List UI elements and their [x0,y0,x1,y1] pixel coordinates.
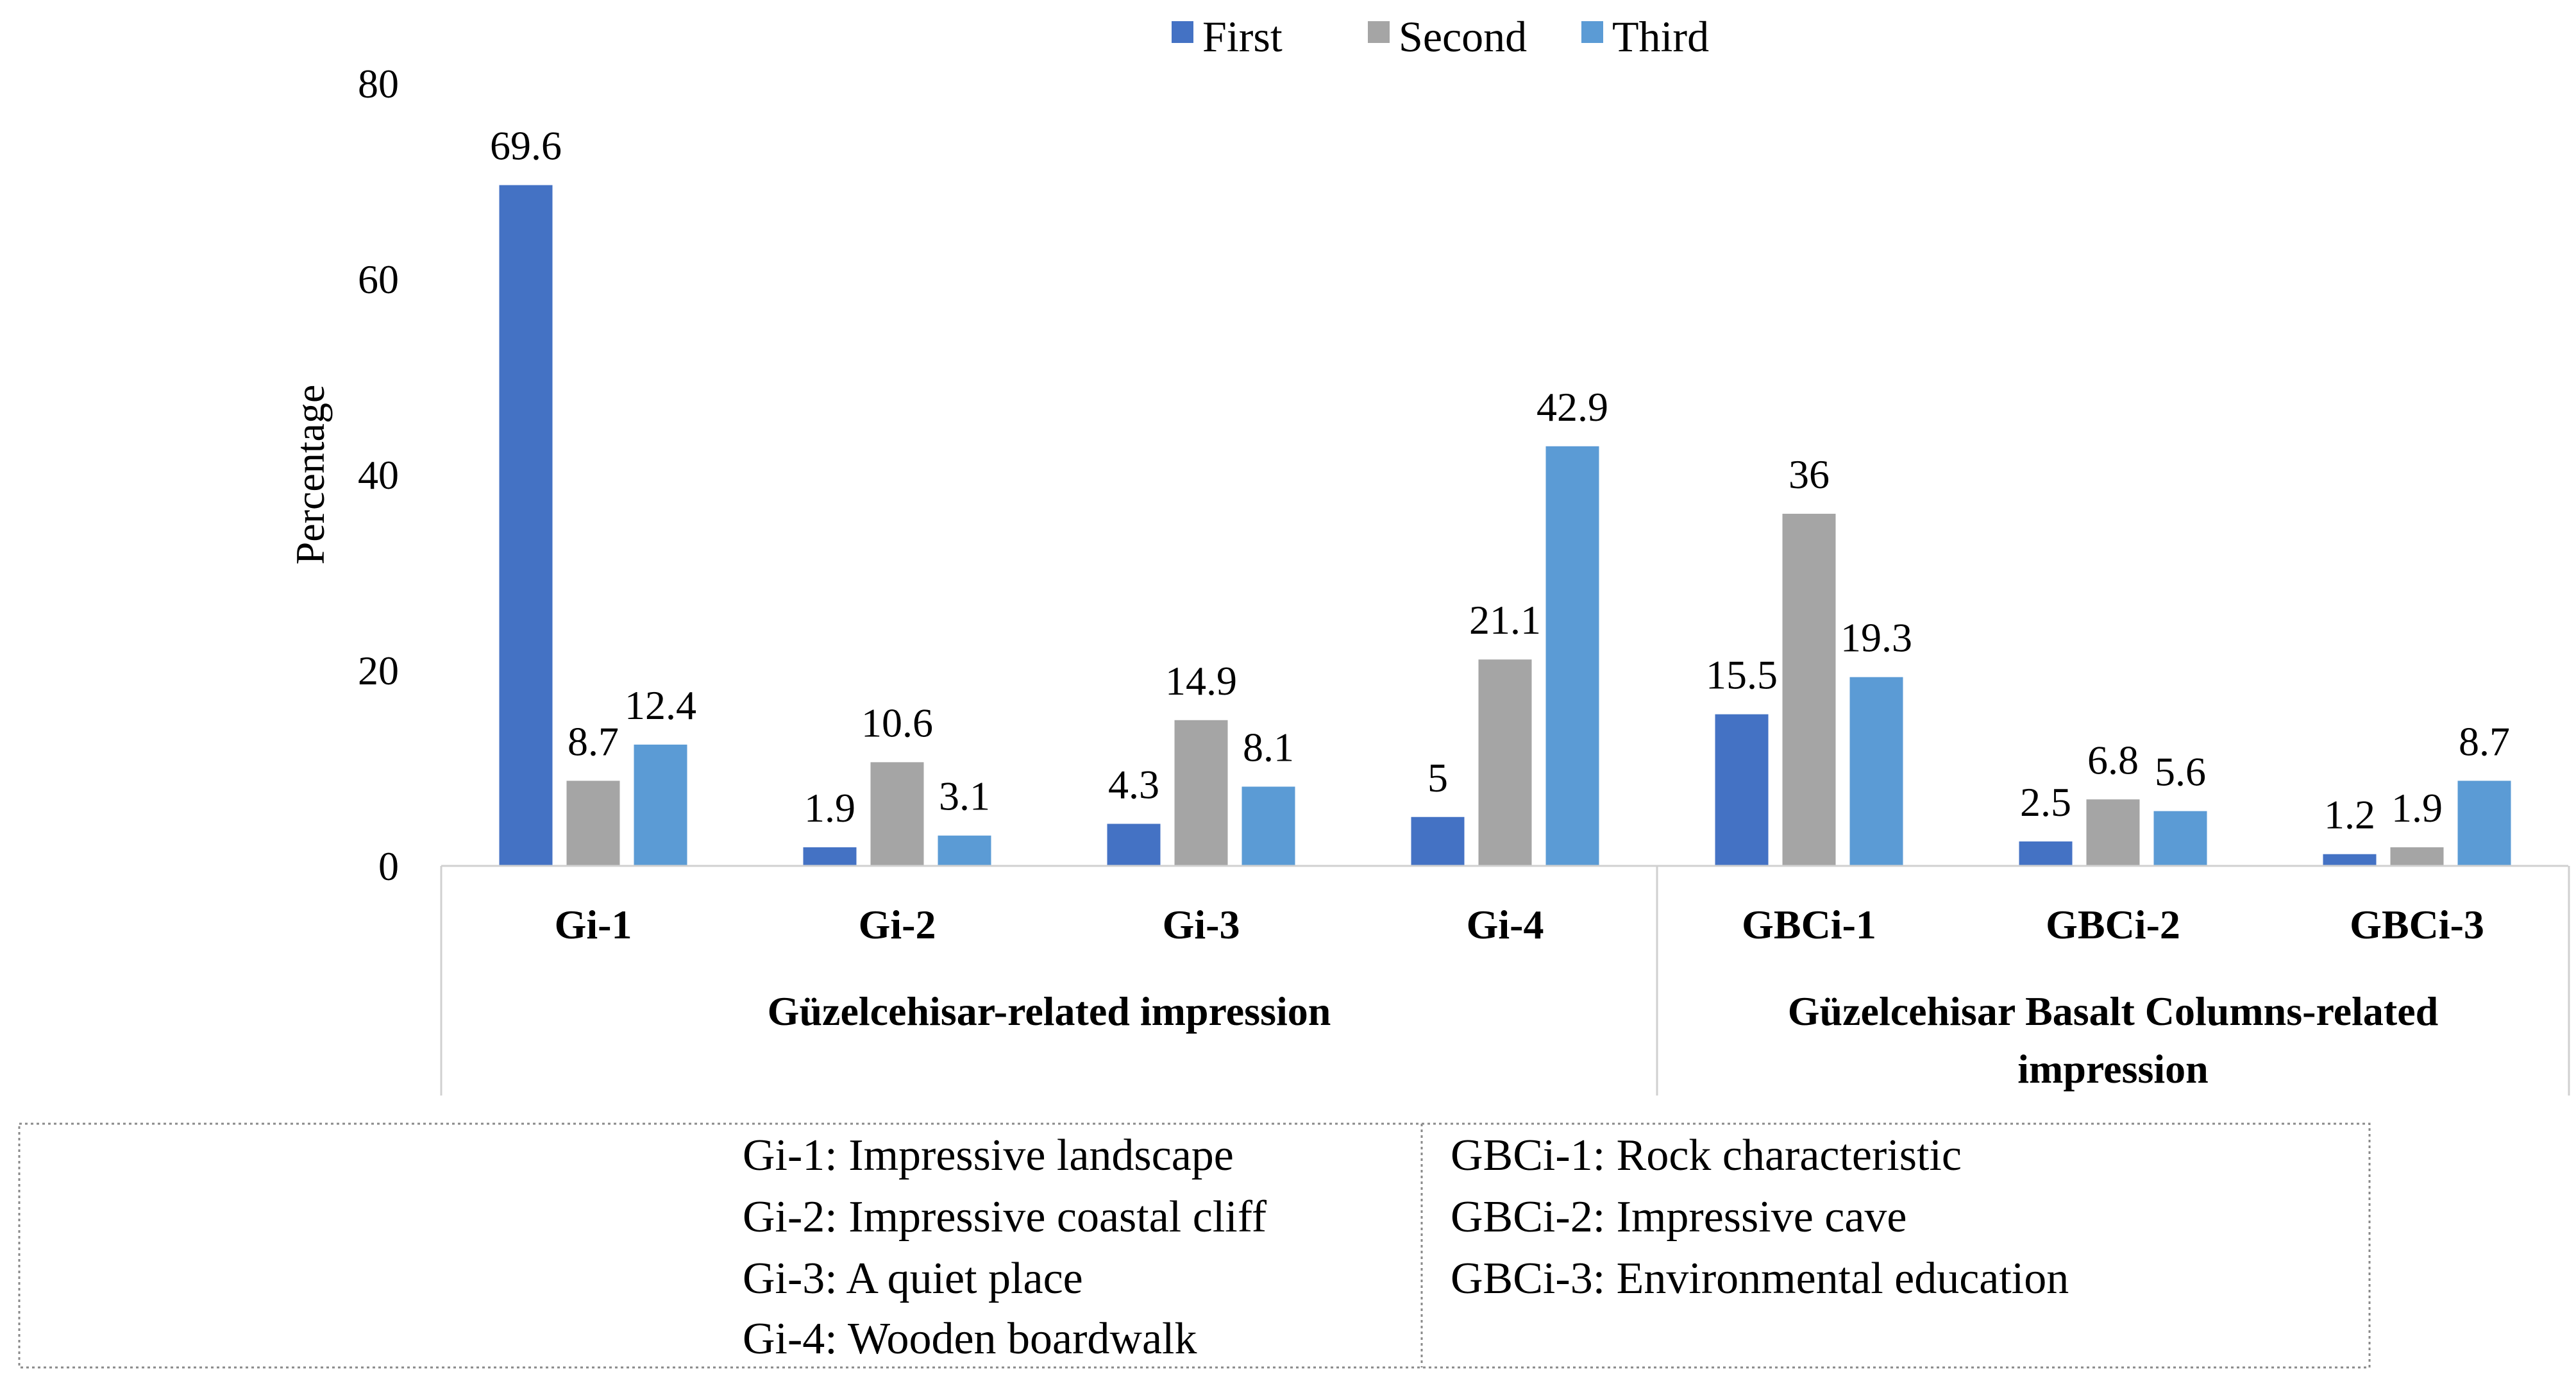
bar-gi-3-first [1107,824,1161,866]
bar-gi-2-second [870,762,924,866]
bar-gi-1-second [566,781,620,866]
legend-swatch-third [1581,21,1603,43]
data-label-gbci-2-third: 5.6 [2155,749,2206,795]
data-labels: 69.68.712.41.910.63.1 4.314.98.1521.142.9… [490,123,2510,838]
data-label-gi-1-second: 8.7 [568,718,619,764]
bar-gi-1-first [499,185,553,867]
abbreviation-right-2: GBCi-2: Impressive cave [1451,1192,1907,1242]
abbreviation-right-3: GBCi-3: Environmental education [1451,1254,2069,1303]
bar-gi-3-second [1174,720,1228,866]
data-label-gi-4-third: 42.9 [1536,384,1608,430]
abbreviation-left-1: Gi-1: Impressive landscape [743,1131,1234,1180]
legend: First Second Third [1172,12,1709,61]
abbreviation-frame [18,1122,2371,1369]
data-label-gi-1-third: 12.4 [625,682,696,728]
bar-gbci-3-second [2390,847,2444,866]
category-label-gbci-3: GBCi-3 [2350,902,2484,947]
data-label-gbci-1-second: 36 [1789,452,1830,497]
y-tick-label-60: 60 [358,257,399,302]
data-label-gi-1-first: 69.6 [490,123,562,169]
data-label-gbci-3-second: 1.9 [2391,785,2443,831]
data-label-gi-2-second: 10.6 [861,700,933,745]
group-label-0: Güzelcehisar-related impression [768,988,1331,1034]
data-label-gi-3-second: 14.9 [1165,658,1237,704]
y-tick-label-80: 80 [358,61,399,106]
abbreviation-left-3: Gi-3: A quiet place [743,1254,1083,1303]
bar-gbci-1-third [1849,677,1903,866]
data-label-gbci-3-first: 1.2 [2324,792,2375,838]
data-label-gbci-2-second: 6.8 [2087,737,2139,783]
data-label-gbci-1-first: 15.5 [1706,652,1778,698]
data-label-gbci-1-third: 19.3 [1840,615,1912,661]
bar-gi-2-first [803,847,857,866]
bar-gbci-1-first [1715,714,1769,866]
category-label-gbci-2: GBCi-2 [2046,902,2180,947]
bar-gbci-2-first [2019,841,2073,866]
data-label-gbci-3-third: 8.7 [2459,718,2510,764]
bar-gi-4-third [1545,446,1599,866]
bar-gbci-2-second [2086,799,2140,866]
category-label-gbci-1: GBCi-1 [1742,902,1876,947]
x-axis: Gi-1 Gi-2 Gi-3 Gi-4 GBCi-1 GBCi-2 GBCi-3 Güzelc… [440,865,2570,1096]
legend-swatch-second [1368,21,1390,43]
bar-gbci-3-third [2457,781,2511,866]
data-label-gi-3-first: 4.3 [1108,761,1159,807]
bar-gbci-1-second [1782,514,1836,866]
y-tick-label-40: 40 [358,452,399,498]
legend-swatch-first [1172,21,1193,43]
group-label-1: Güzelcehisar Basalt Columns-related [1788,988,2438,1034]
data-label-gi-3-third: 8.1 [1243,724,1294,770]
category-label-gi-4: Gi-4 [1467,902,1544,947]
bar-gi-3-third [1242,786,1295,866]
bar-gi-2-third [938,835,991,866]
category-label-gi-1: Gi-1 [555,902,632,947]
bar-gbci-3-first [2323,854,2377,866]
abbreviation-right-1: GBCi-1: Rock characteristic [1451,1131,1962,1180]
category-label-gi-2: Gi-2 [859,902,936,947]
abbreviation-box: Gi-1: Impressive landscape Gi-2: Impressi… [18,1122,2371,1369]
abbreviation-left-2: Gi-2: Impressive coastal cliff [743,1192,1267,1242]
data-label-gbci-2-first: 2.5 [2020,779,2071,825]
legend-label-second: Second [1399,12,1527,61]
legend-label-third: Third [1612,12,1709,61]
y-tick-label-20: 20 [358,648,399,693]
y-axis-title: Percentage [287,385,333,565]
bars [499,185,2511,867]
bar-gi-1-third [634,744,687,866]
bar-gi-4-second [1478,659,1532,866]
bar-gbci-2-third [2153,811,2207,866]
category-label-gi-3: Gi-3 [1163,902,1240,947]
data-label-gi-4-second: 21.1 [1469,597,1541,643]
y-axis: 0 20 40 60 80 [358,61,399,889]
bar-gi-4-first [1411,816,1465,866]
abbreviation-left-4: Gi-4: Wooden boardwalk [743,1314,1197,1364]
group-label-1-line-2: impression [2017,1046,2209,1092]
data-label-gi-4-first: 5 [1427,755,1448,800]
legend-label-first: First [1202,12,1283,61]
data-label-gi-2-first: 1.9 [804,785,855,831]
y-tick-label-0: 0 [378,843,399,889]
data-label-gi-2-third: 3.1 [939,774,990,819]
